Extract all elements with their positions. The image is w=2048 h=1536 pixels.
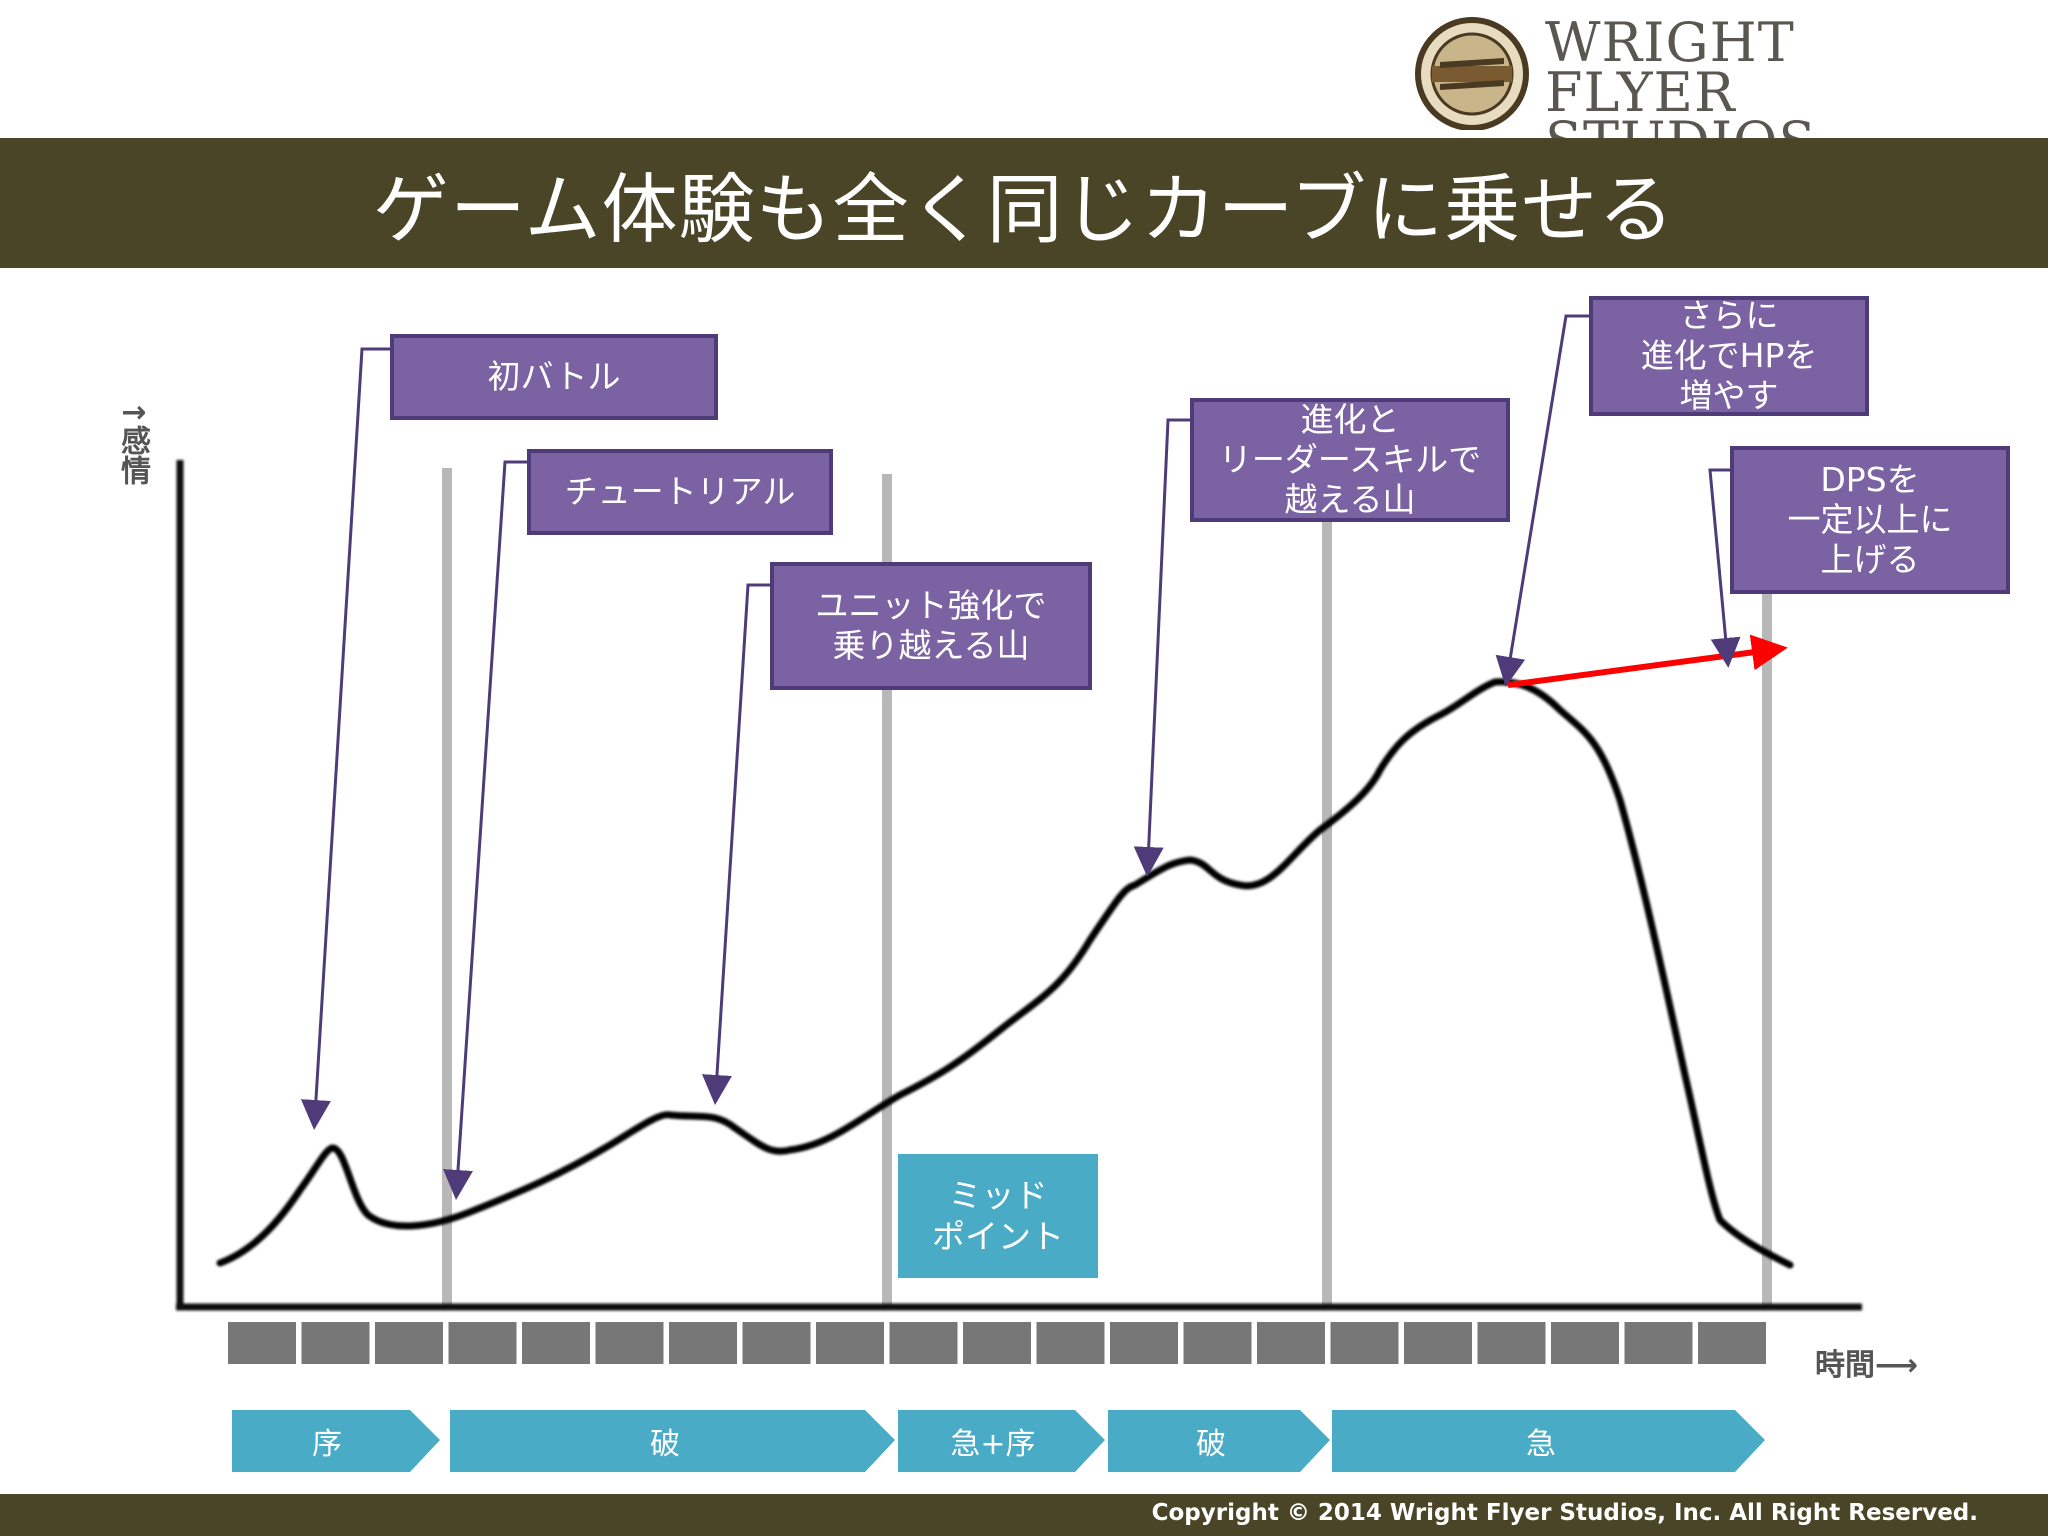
logo-line-1: WRIGHT [1545,11,1795,74]
callout-first-battle: 初バトル [390,334,718,420]
callout-evolution-hp: さらに 進化でHPを 増やす [1589,296,1869,416]
callout-unit-upgrade: ユニット強化で 乗り越える山 [770,562,1092,690]
callout-evolution-leader: 進化と リーダースキルで 越える山 [1190,398,1510,522]
phase-label: 破 [1196,1427,1226,1462]
callout-tutorial: チュートリアル [527,449,833,535]
timeline-block [1183,1322,1252,1364]
timeline-block [301,1322,370,1364]
timeline-block [228,1322,296,1364]
phase-arrow-kyu [1332,1410,1765,1472]
phase-arrow-ha2 [1108,1410,1330,1472]
connector-evolution-hp [1495,314,1592,687]
callout-dps: DPSを 一定以上に 上げる [1730,446,2010,594]
timeline-block [595,1322,664,1364]
phase-label: 急+序 [950,1427,1036,1462]
timeline-block [448,1322,517,1364]
phase-label: 序 [312,1427,342,1462]
dps-highlight-arrow [1507,634,1788,688]
timeline-block [742,1322,811,1364]
copyright-text: Copyright © 2014 Wright Flyer Studios, I… [1151,1500,1978,1526]
section-dividers [442,468,1772,1308]
footer-bar: Copyright © 2014 Wright Flyer Studios, I… [0,1494,2048,1536]
timeline-block [375,1322,443,1364]
timeline-strip [228,1322,1766,1364]
y-axis-label: ↑感情 [115,400,150,486]
connector-dps [1708,468,1741,668]
timeline-block [1698,1322,1766,1364]
timeline-block [1404,1322,1472,1364]
emotion-curve [216,678,1794,1269]
timeline-block [669,1322,737,1364]
phase-label: 急 [1526,1427,1556,1462]
phase-arrow-kyu-jo [898,1410,1105,1472]
timeline-block [1551,1322,1619,1364]
chart-axes [176,460,1862,1311]
midpoint-box: ミッド ポイント [898,1154,1098,1278]
connector-first-battle [300,347,392,1130]
phase-label: 破 [650,1427,680,1462]
slide-title: ゲーム体験も全く同じカーブに乗せる [372,165,1676,254]
connector-tutorial [443,460,530,1200]
timeline-block [1257,1322,1325,1364]
timeline-block [889,1322,958,1364]
timeline-block [1330,1322,1399,1364]
timeline-block [522,1322,590,1364]
timeline-block [1036,1322,1105,1364]
x-axis-label: 時間⟶ [1815,1348,1919,1383]
timeline-block [963,1322,1031,1364]
timeline-block [1477,1322,1546,1364]
connector-unit-upgrade [701,583,772,1105]
timeline-block [1624,1322,1693,1364]
callout-connectors [300,314,1741,1200]
timeline-block [816,1322,884,1364]
phase-arrows [232,1410,1765,1472]
timeline-block [1110,1322,1178,1364]
connector-evolution-leader [1133,418,1192,877]
phase-arrow-jo [232,1410,440,1472]
logo-badge-icon [1415,17,1529,131]
title-bar: ゲーム体験も全く同じカーブに乗せる [0,138,2048,268]
phase-arrow-ha [450,1410,895,1472]
